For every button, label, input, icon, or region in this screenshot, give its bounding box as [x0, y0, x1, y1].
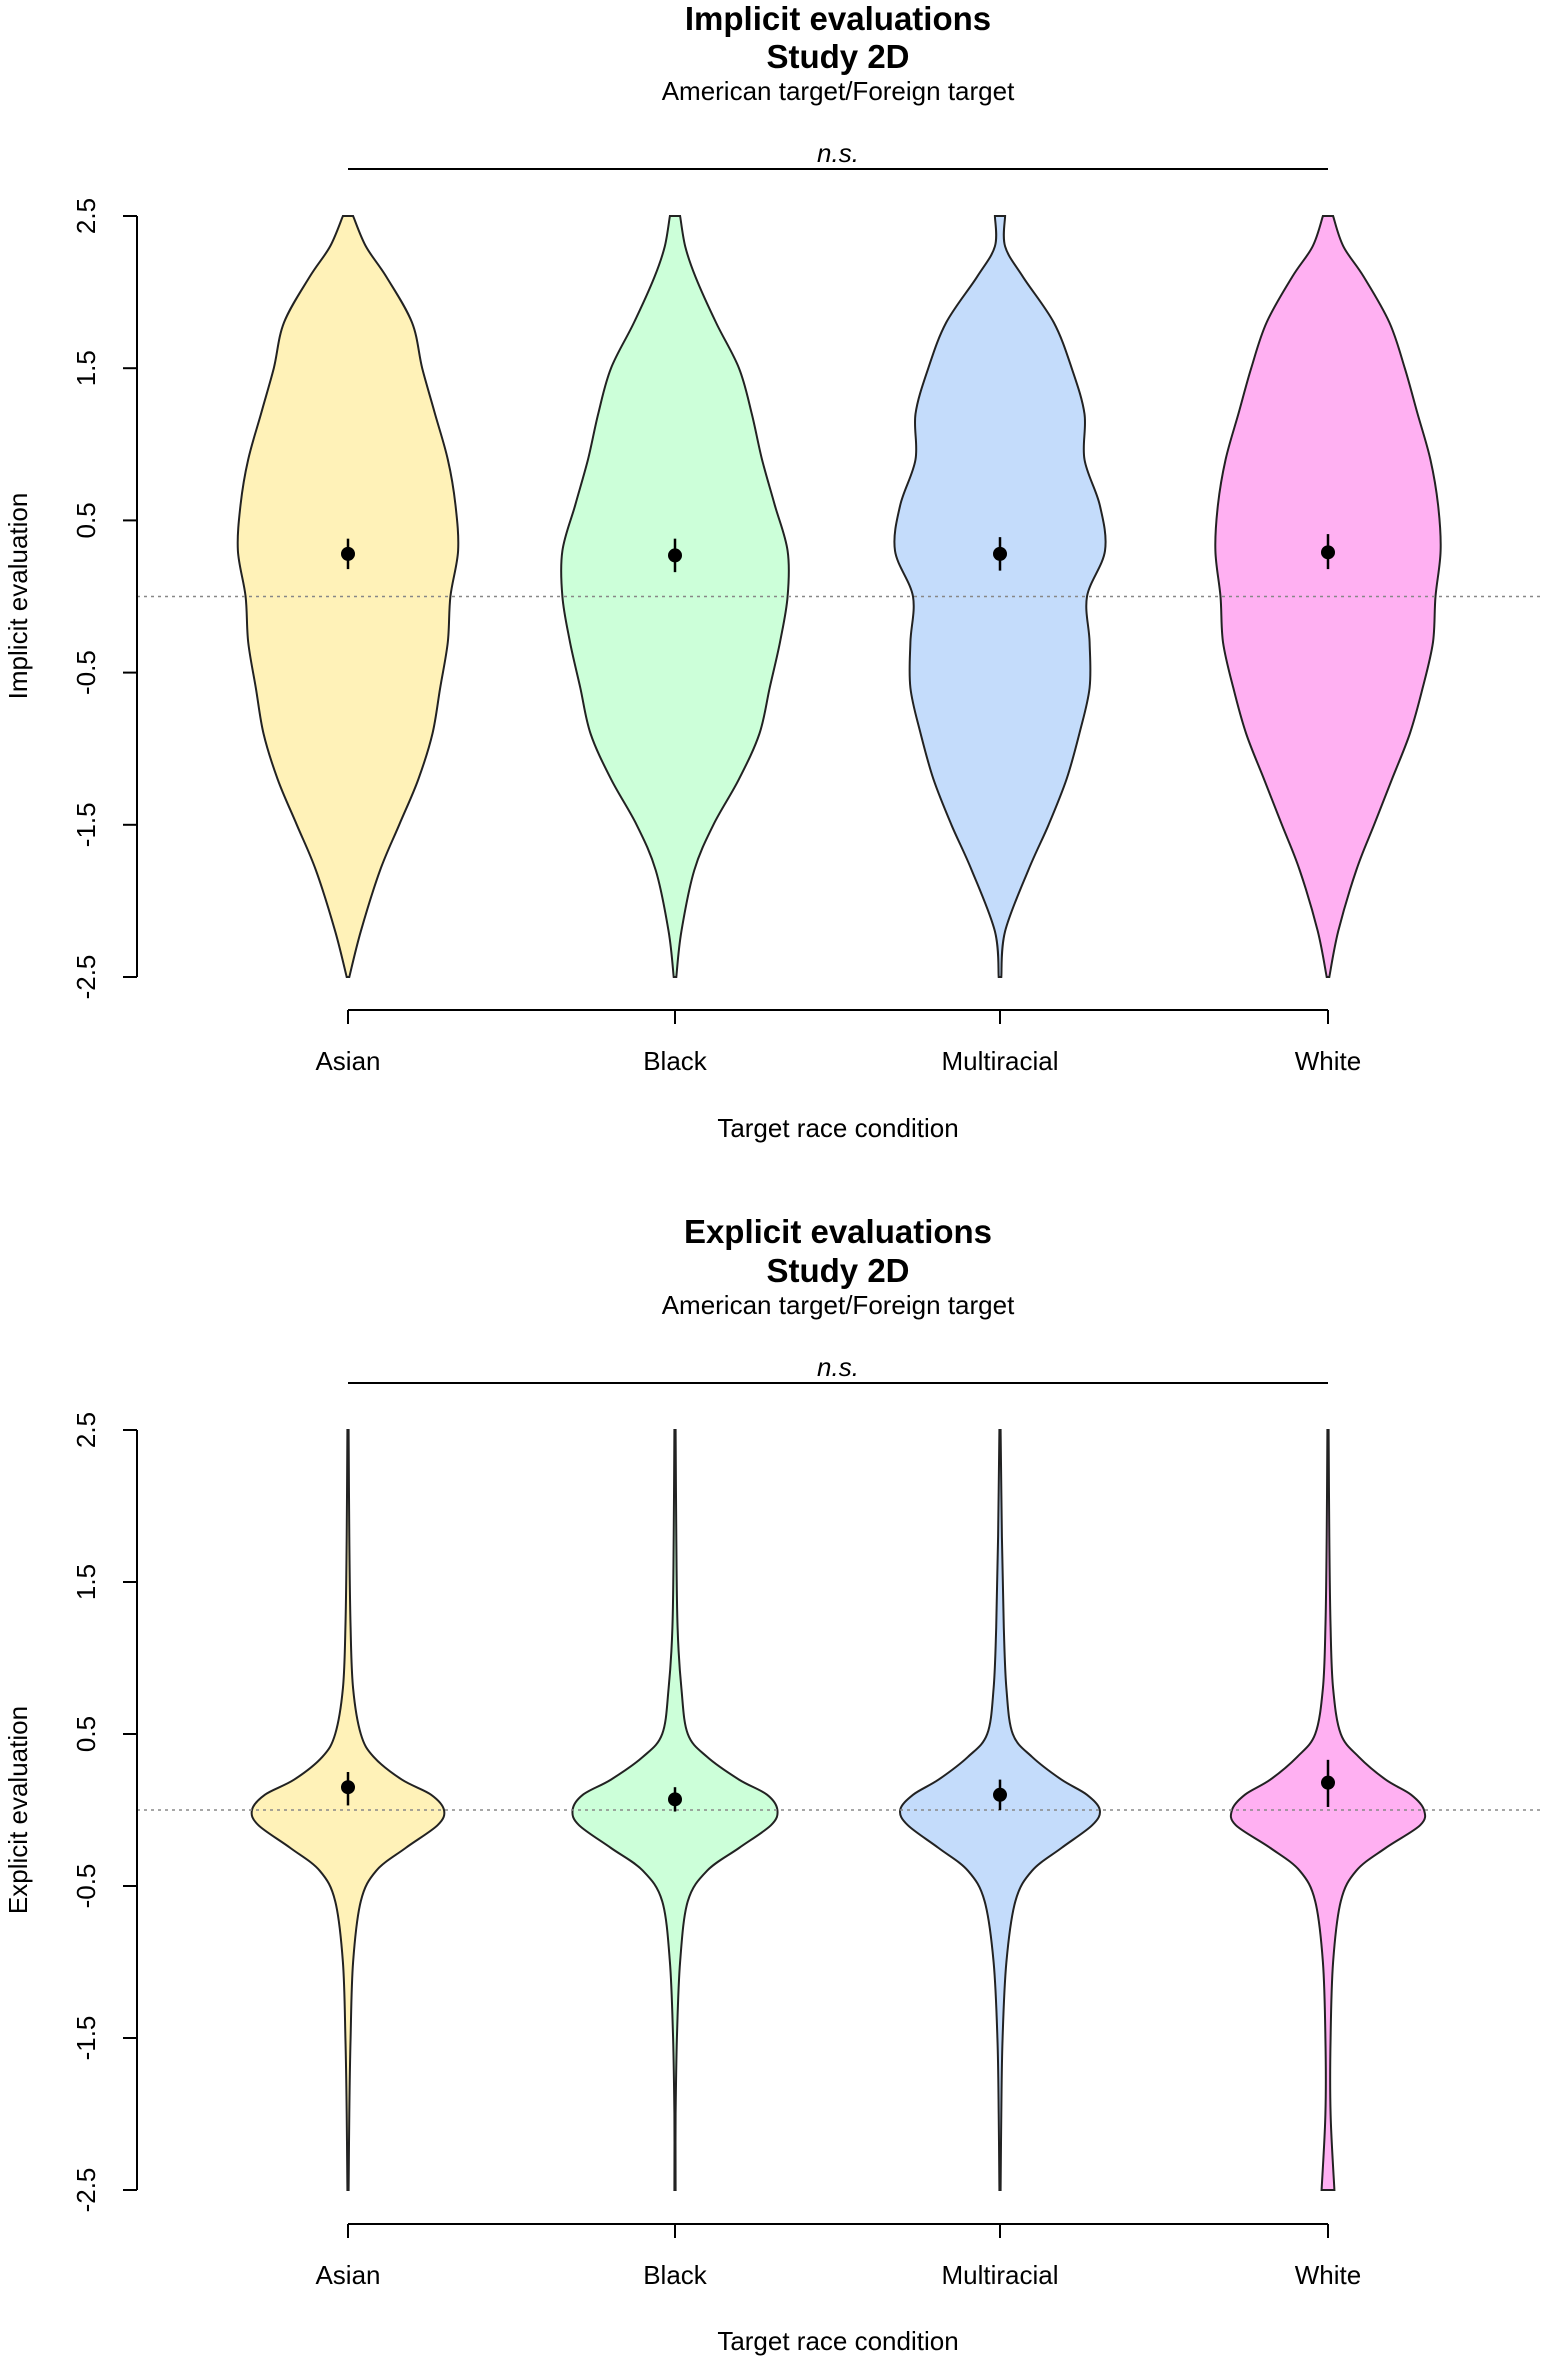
y-tick-label: 2.5	[71, 198, 101, 234]
y-tick-label: 1.5	[71, 1564, 101, 1600]
y-tick-label: -1.5	[71, 802, 101, 847]
y-axis-label: Implicit evaluation	[3, 493, 33, 700]
x-tick-label-asian: Asian	[315, 2260, 380, 2290]
mean-markers	[341, 1759, 1335, 1812]
y-tick-label: -1.5	[71, 2016, 101, 2061]
y-ticks: 2.5 1.5 0.5 -0.5 -1.5 -2.5	[71, 1412, 137, 2212]
y-tick-label: 2.5	[71, 1412, 101, 1448]
x-tick-label-asian: Asian	[315, 1046, 380, 1076]
y-tick-label: 0.5	[71, 502, 101, 538]
chart-implicit: Implicit evaluations Study 2D American t…	[3, 0, 1543, 1143]
x-tick-label-multiracial: Multiracial	[941, 2260, 1058, 2290]
chart-title-line2: Study 2D	[766, 1252, 909, 1289]
violin-black	[560, 215, 790, 978]
y-tick-label: -0.5	[71, 650, 101, 695]
x-tick-label-multiracial: Multiracial	[941, 1046, 1058, 1076]
mean-point-multiracial	[993, 546, 1007, 561]
y-tick-label: -2.5	[71, 2168, 101, 2213]
chart-title: Implicit evaluations	[685, 0, 991, 37]
y-tick-label: -2.5	[71, 955, 101, 1000]
y-ticks: 2.5 1.5 0.5 -0.5 -1.5 -2.5	[71, 198, 137, 999]
mean-point-white	[1321, 1775, 1335, 1790]
chart-subtitle: American target/Foreign target	[662, 1290, 1015, 1320]
mean-point-asian	[341, 546, 355, 561]
mean-point-black	[668, 548, 682, 563]
y-tick-label: 0.5	[71, 1716, 101, 1752]
x-tick-label-black: Black	[643, 2260, 708, 2290]
chart-title: Explicit evaluations	[684, 1213, 992, 1250]
chart-title-line2: Study 2D	[766, 38, 909, 75]
x-tick-label-black: Black	[643, 1046, 708, 1076]
x-axis-label: Target race condition	[717, 1113, 958, 1143]
x-tick-label-white: White	[1295, 1046, 1361, 1076]
mean-point-black	[668, 1792, 682, 1807]
y-axis-label: Explicit evaluation	[3, 1706, 33, 1914]
y-tick-label: -0.5	[71, 1864, 101, 1909]
x-axis-label: Target race condition	[717, 2326, 958, 2356]
x-ticks: Asian Black Multiracial White	[315, 1010, 1361, 1076]
mean-point-multiracial	[993, 1787, 1007, 1802]
y-tick-label: 1.5	[71, 350, 101, 386]
x-ticks: Asian Black Multiracial White	[315, 2224, 1361, 2290]
significance-label: n.s.	[817, 138, 859, 168]
chart-subtitle: American target/Foreign target	[662, 76, 1015, 106]
mean-markers	[341, 534, 1335, 573]
chart-explicit: Explicit evaluations Study 2D American t…	[3, 1213, 1543, 2356]
mean-point-white	[1321, 545, 1335, 560]
x-tick-label-white: White	[1295, 2260, 1361, 2290]
mean-point-asian	[341, 1780, 355, 1795]
significance-label: n.s.	[817, 1352, 859, 1382]
